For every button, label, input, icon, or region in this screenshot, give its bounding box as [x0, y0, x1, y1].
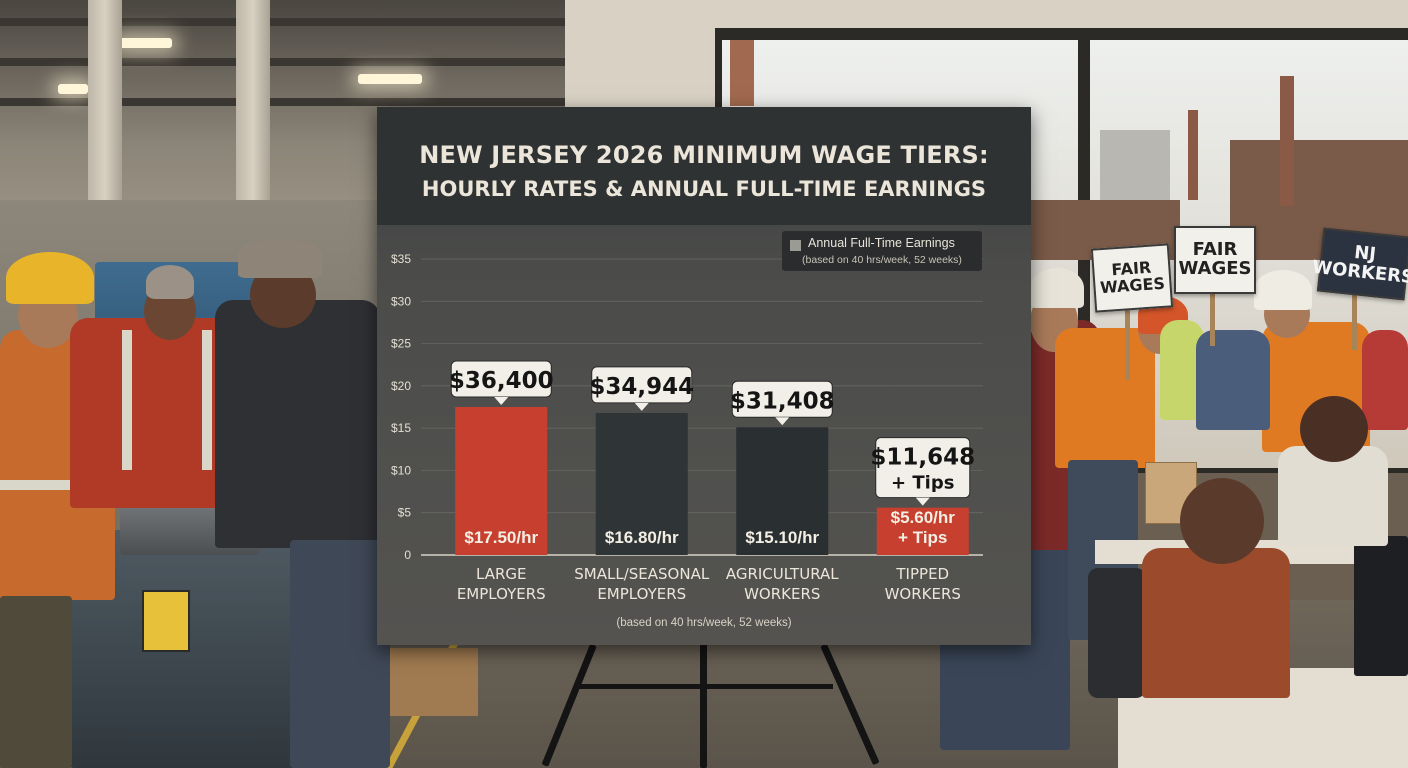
annual-callout-pointer	[775, 417, 790, 426]
bar-hourly-label: $17.50/hr	[464, 528, 538, 547]
bar-1	[455, 407, 548, 555]
chart-subtitle: HOURLY RATES & ANNUAL FULL-TIME EARNINGS	[421, 177, 987, 201]
annual-value-label: $34,944	[589, 374, 694, 400]
sign-text: FAIR WAGES	[1178, 239, 1252, 279]
protest-sign-fair-wages-right: FAIR WAGES	[1174, 226, 1256, 294]
warning-label	[142, 590, 190, 652]
x-category-label: WORKERS	[885, 585, 961, 603]
ceiling-light	[58, 84, 88, 94]
protest-sign-nj-workers: NJ WORKERS	[1311, 227, 1408, 301]
bar-hourly-label: $16.80/hr	[605, 528, 679, 547]
smoke-stack	[1188, 110, 1198, 200]
chart-footnote: (based on 40 hrs/week, 52 weeks)	[616, 617, 792, 629]
bar-4	[876, 507, 969, 555]
x-category-label: LARGE	[476, 565, 527, 583]
x-category-label: AGRICULTURAL	[726, 565, 839, 583]
annual-callout-pointer	[494, 397, 509, 405]
monitor	[1354, 536, 1408, 676]
y-tick-label: 0	[404, 548, 411, 562]
annual-callout-pointer	[915, 497, 930, 506]
legend-note: (based on 40 hrs/week, 52 weeks)	[802, 254, 962, 266]
chart-legend: Annual Full-Time Earnings (based on 40 h…	[782, 231, 982, 271]
office-chair	[1088, 568, 1146, 698]
easel-leg	[700, 640, 707, 768]
x-category-label: EMPLOYERS	[597, 585, 686, 603]
annual-value-label: $31,408	[730, 388, 835, 414]
legend-swatch	[790, 240, 801, 251]
sign-pole	[1352, 290, 1357, 350]
easel-crossbar	[575, 684, 833, 689]
sign-pole	[1210, 286, 1215, 346]
x-category-label: EMPLOYERS	[457, 585, 546, 603]
pallet	[380, 648, 478, 716]
chart-title: NEW JERSEY 2026 MINIMUM WAGE TIERS:	[419, 141, 989, 169]
annual-callout-pointer	[634, 402, 649, 411]
x-category-label: SMALL/SEASONAL	[574, 565, 710, 583]
y-tick-label: $25	[391, 337, 411, 351]
annual-tips-label: + Tips	[891, 473, 954, 494]
bar-hourly-label: $15.10/hr	[745, 528, 819, 547]
chart-board: NEW JERSEY 2026 MINIMUM WAGE TIERS: HOUR…	[377, 107, 1031, 645]
y-tick-label: $20	[391, 379, 411, 393]
y-tick-label: $10	[391, 463, 411, 477]
ceiling-beam	[0, 98, 565, 106]
bar-chart: 0 $5 $10 $15 $20 $25 $30 $35 $17.50/hr $36,400 LAR…	[391, 252, 983, 603]
smoke-stack	[1280, 76, 1294, 206]
annual-value-label: $36,400	[449, 368, 554, 394]
x-category-label: TIPPED	[895, 565, 949, 583]
city-building	[730, 40, 754, 106]
ceiling-light	[118, 38, 172, 48]
protest-sign-fair-wages-left: FAIR WAGES	[1090, 243, 1174, 313]
title-band	[377, 107, 1031, 225]
y-tick-label: $35	[391, 252, 411, 266]
bar-3	[736, 427, 829, 555]
y-tick-label: $5	[398, 506, 412, 520]
sign-pole	[1125, 300, 1130, 380]
x-category-label: WORKERS	[744, 585, 820, 603]
ceiling-beam	[0, 18, 565, 26]
y-tick-label: $30	[391, 294, 411, 308]
bar-2	[595, 412, 688, 555]
legend-label: Annual Full-Time Earnings	[808, 236, 955, 250]
annual-value-label: $11,648	[870, 445, 975, 471]
bar-hourly-label: + Tips	[898, 528, 947, 547]
ceiling-beam	[0, 58, 565, 66]
y-tick-label: $15	[391, 421, 411, 435]
sign-text: FAIR WAGES	[1099, 257, 1166, 298]
bar-hourly-label: $5.60/hr	[891, 508, 956, 527]
sign-text: NJ WORKERS	[1311, 242, 1408, 289]
ceiling-light	[358, 74, 422, 84]
